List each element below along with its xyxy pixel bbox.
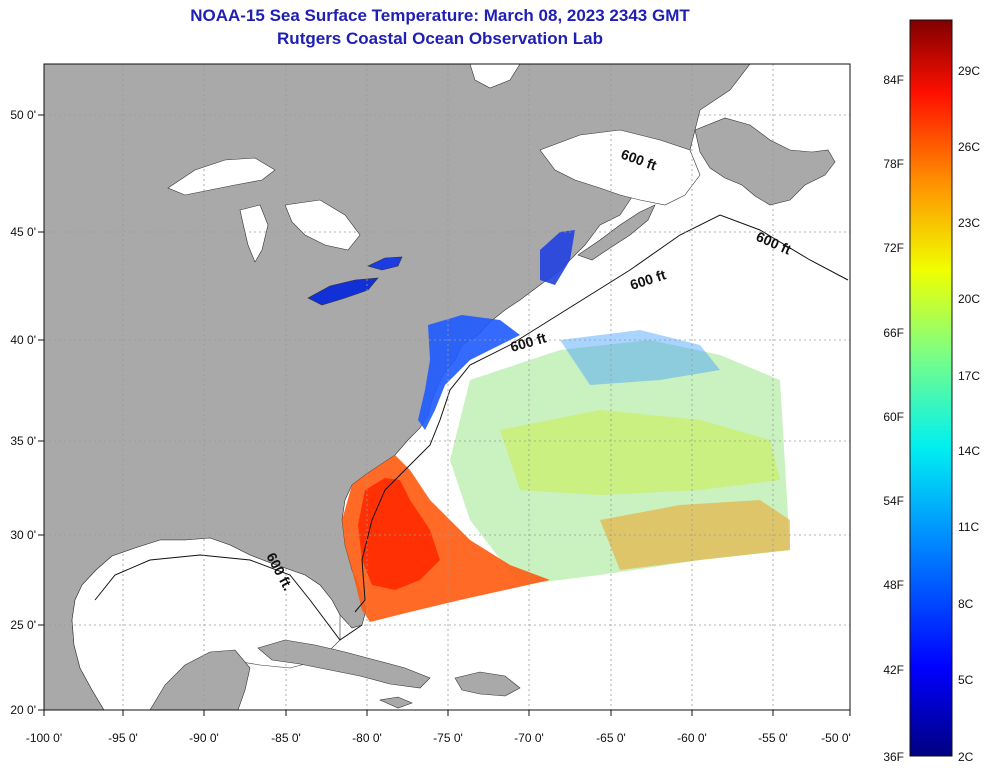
longitude-axis: -100 0' -95 0' -90 0' -85 0' -80 0' -75 … <box>26 710 851 745</box>
colorbar-c-label: 17C <box>958 369 980 383</box>
lon-label: -55 0' <box>758 731 788 745</box>
lat-label: 35 0' <box>10 434 36 448</box>
lon-label: -80 0' <box>352 731 382 745</box>
lon-label: -90 0' <box>189 731 219 745</box>
colorbar-c-label: 8C <box>958 597 974 611</box>
lat-label: 30 0' <box>10 528 36 542</box>
lon-label: -95 0' <box>108 731 138 745</box>
temperature-colorbar <box>909 19 953 757</box>
lat-label: 25 0' <box>10 618 36 632</box>
land-jamaica <box>378 696 413 709</box>
lat-label: 40 0' <box>10 333 36 347</box>
latitude-axis: 20 0' 25 0' 30 0' 35 0' 40 0' 45 0' 50 0… <box>10 108 44 717</box>
land-newfoundland <box>694 117 836 206</box>
lake-ontario <box>367 256 403 271</box>
colorbar-f-label: 54F <box>883 494 904 508</box>
lon-label: -75 0' <box>433 731 463 745</box>
hudson-bay-edge <box>469 64 521 89</box>
land-nova-scotia <box>577 204 656 261</box>
map-subtitle: Rutgers Coastal Ocean Observation Lab <box>277 29 603 48</box>
lake-erie <box>307 277 379 306</box>
lon-label: -60 0' <box>677 731 707 745</box>
graticule-grid <box>44 64 850 710</box>
colorbar-c-label: 29C <box>958 64 980 78</box>
colorbar-c-label: 2C <box>958 750 974 764</box>
lake-superior <box>167 157 276 196</box>
sst-swath-gulf-maine <box>540 230 575 285</box>
colorbar-f-label: 42F <box>883 663 904 677</box>
lon-label: -85 0' <box>271 731 301 745</box>
land-hispaniola <box>454 671 521 697</box>
colorbar-celsius-scale: 2C 5C 8C 11C 14C 17C 20C 23C 26C 29C <box>958 64 980 764</box>
land-yucatan <box>149 649 251 710</box>
colorbar-f-label: 48F <box>883 578 904 592</box>
colorbar-f-label: 72F <box>883 241 904 255</box>
lon-label: -65 0' <box>596 731 626 745</box>
colorbar-f-label: 66F <box>883 326 904 340</box>
colorbar-c-label: 5C <box>958 673 974 687</box>
colorbar-c-label: 26C <box>958 140 980 154</box>
contour-600ft-line <box>94 214 849 641</box>
colorbar-f-label: 60F <box>883 410 904 424</box>
colorbar-f-label: 84F <box>883 73 904 87</box>
lat-label: 45 0' <box>10 225 36 239</box>
colorbar-f-label: 78F <box>883 157 904 171</box>
lon-label: -50 0' <box>821 731 851 745</box>
sst-swath-cold-coastal <box>418 315 520 430</box>
lat-label: 20 0' <box>10 703 36 717</box>
lake-michigan-huron <box>239 199 361 263</box>
colorbar-c-label: 14C <box>958 444 980 458</box>
lat-label: 50 0' <box>10 108 36 122</box>
colorbar-c-label: 11C <box>958 520 979 534</box>
map-frame <box>43 63 851 711</box>
lon-label: -100 0' <box>26 731 62 745</box>
land-cuba <box>257 639 431 689</box>
colorbar-c-label: 20C <box>958 292 980 306</box>
sst-swath-northern-blue <box>560 330 720 385</box>
map-title: NOAA-15 Sea Surface Temperature: March 0… <box>190 6 690 25</box>
colorbar-c-label: 23C <box>958 216 980 230</box>
colorbar-f-label: 36F <box>883 750 904 764</box>
lon-label: -70 0' <box>514 731 544 745</box>
colorbar-fahrenheit-scale: 36F 42F 48F 54F 60F 66F 72F 78F 84F <box>883 73 904 764</box>
sst-swath-midlat <box>500 410 780 495</box>
gulf-st-lawrence <box>539 129 701 206</box>
